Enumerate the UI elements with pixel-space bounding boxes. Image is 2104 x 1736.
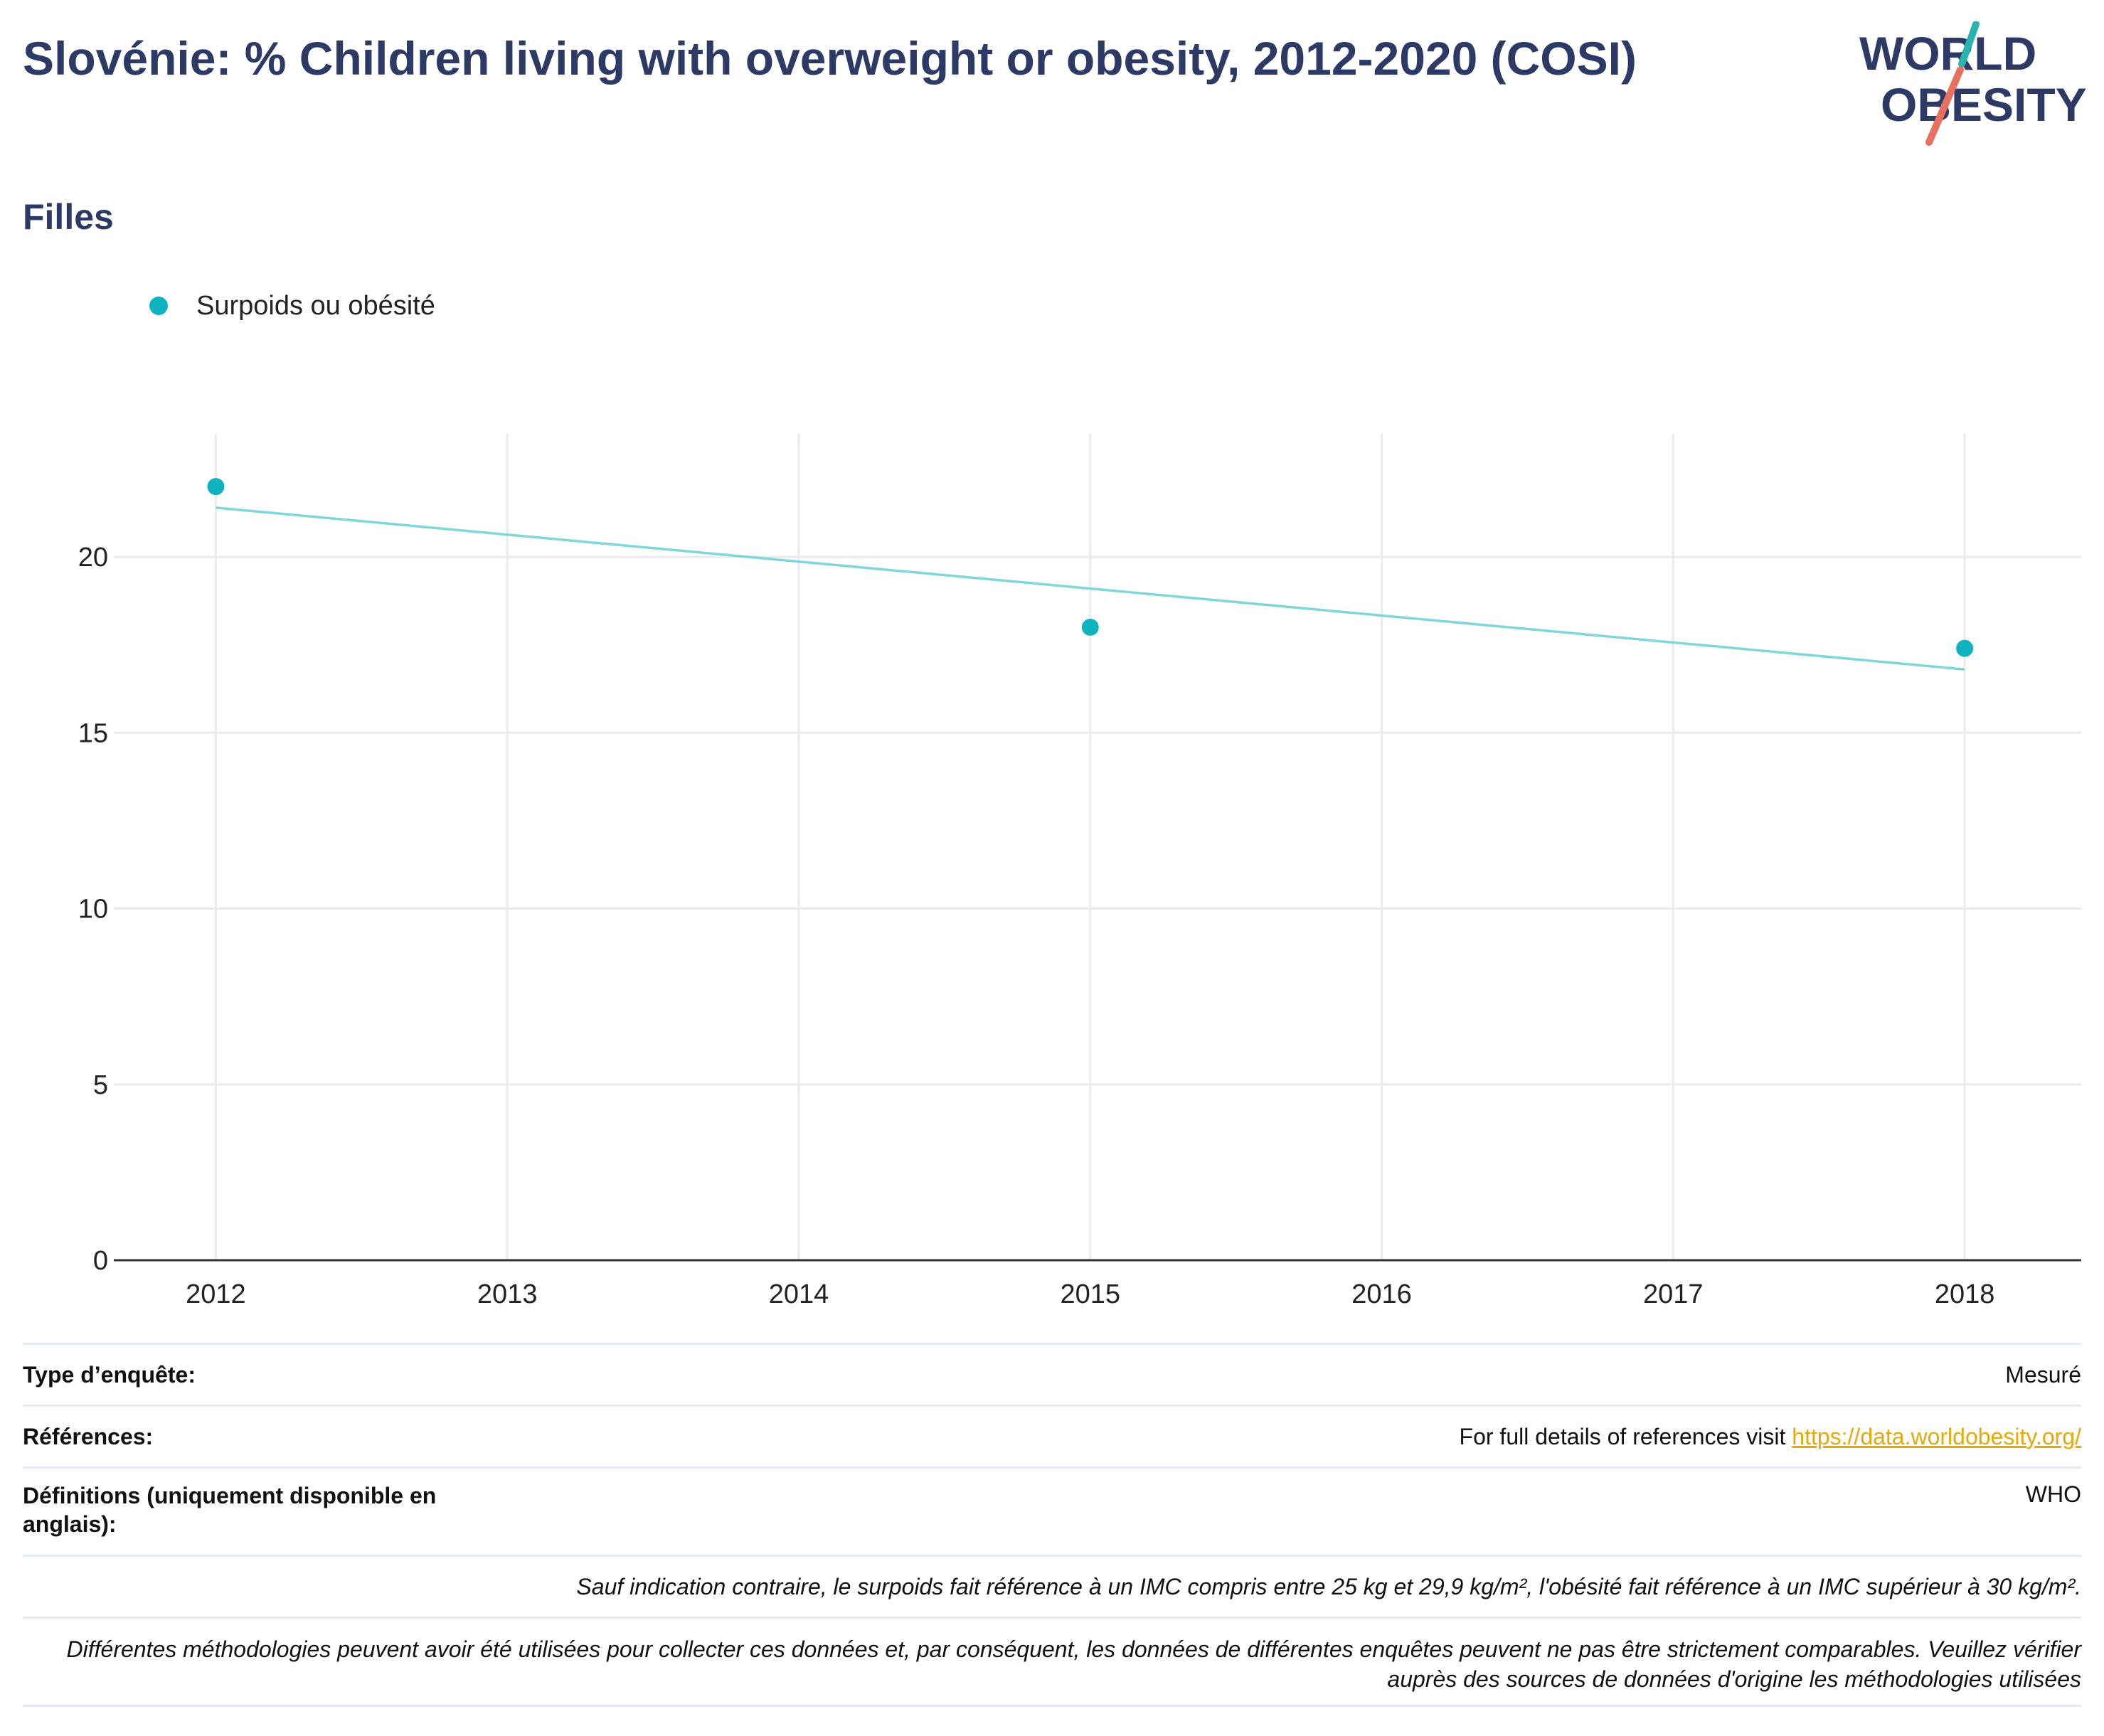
logo-line1: WORLD [1859, 27, 2036, 80]
survey-type-row: Type d’enquête: Mesuré [23, 1343, 2081, 1407]
data-point [1081, 618, 1099, 636]
y-tick-label: 15 [78, 718, 108, 748]
definitions-label: Définitions (uniquement disponible en an… [23, 1483, 437, 1537]
chart: 2012 2013 2014 2015 2016 2017 2018 0 5 10 15 20 [78, 434, 2081, 1309]
survey-type-label: Type d’enquête: [23, 1361, 196, 1388]
data-point [207, 478, 225, 496]
x-tick-label: 2017 [1643, 1279, 1704, 1309]
logo-slash-top [1958, 21, 1980, 68]
definitions-value: WHO [2025, 1481, 2081, 1507]
x-tick-label: 2013 [477, 1279, 538, 1309]
legend-marker [149, 297, 168, 315]
references-value: For full details of references visit htt… [1460, 1424, 2081, 1450]
references-row: Références: For full details of referenc… [23, 1407, 2081, 1469]
logo-slash-bottom [1925, 66, 1964, 146]
x-tick-label: 2018 [1935, 1279, 1995, 1309]
survey-type-value: Mesuré [2005, 1361, 2081, 1388]
grid-lines [114, 434, 2081, 1260]
y-tick-label: 10 [78, 895, 108, 925]
data-points [207, 478, 1974, 657]
world-obesity-logo: WORLD OBESITY [1859, 21, 2087, 146]
methodology-note: Différentes méthodologies peuvent avoir … [23, 1619, 2081, 1707]
info-table: Type d’enquête: Mesuré Références: For f… [23, 1343, 2081, 1707]
data-point [1956, 639, 1974, 657]
y-tick-label: 20 [78, 543, 108, 573]
x-tick-label: 2016 [1351, 1279, 1412, 1309]
trend-line [216, 506, 1965, 671]
y-tick-label: 0 [93, 1246, 108, 1276]
chart-title: Slovénie: % Children living with overwei… [23, 32, 1637, 85]
x-tick-label: 2015 [1060, 1279, 1120, 1309]
references-label: Références: [23, 1423, 154, 1449]
logo-line2: OBESITY [1881, 78, 2087, 131]
y-tick-label: 5 [93, 1070, 108, 1100]
legend-label: Surpoids ou obésité [196, 290, 435, 321]
definitions-row: Définitions (uniquement disponible en an… [23, 1469, 2081, 1557]
x-tick-label: 2014 [769, 1279, 829, 1309]
legend[interactable]: Surpoids ou obésité [149, 284, 435, 327]
x-tick-label: 2012 [186, 1279, 246, 1309]
axes: 2012 2013 2014 2015 2016 2017 2018 0 5 10 15 20 [78, 543, 2081, 1309]
bmi-note: Sauf indication contraire, le surpoids f… [23, 1557, 2081, 1619]
references-text: For full details of references visit [1459, 1423, 1792, 1449]
references-link[interactable]: https://data.worldobesity.org/ [1792, 1423, 2081, 1449]
chart-subtitle: Filles [23, 197, 114, 237]
trend-line-layer [216, 506, 1965, 671]
